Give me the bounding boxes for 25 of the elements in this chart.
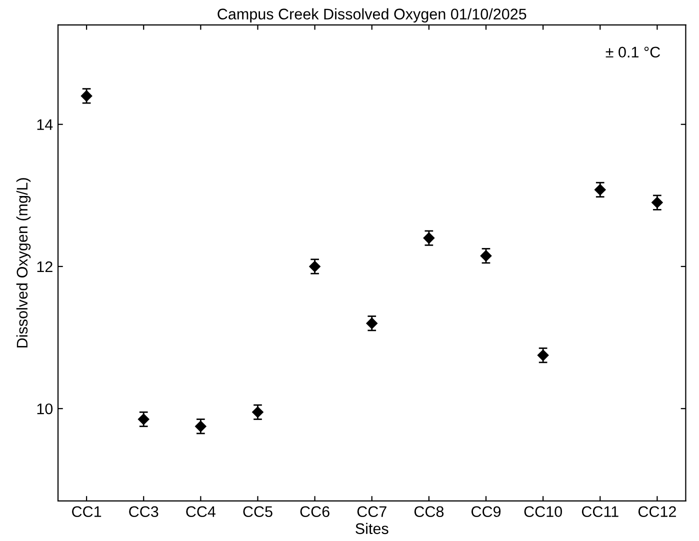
x-tick-label: CC6 [300, 506, 330, 518]
x-tick-label: CC1 [72, 506, 102, 518]
y-tick-label: 10 [37, 403, 53, 414]
x-tick-label: CC8 [414, 506, 444, 518]
point [594, 184, 606, 196]
x-tick-label: CC9 [471, 506, 501, 518]
x-tick-label: CC5 [243, 506, 272, 518]
x-tick-label: CC10 [524, 506, 562, 518]
point [366, 318, 378, 329]
y-axis-title: Dissolved Oxygen (mg/L) [16, 178, 31, 348]
y-tick-label: 14 [37, 119, 53, 130]
point [195, 420, 206, 432]
x-tick-label: CC3 [129, 506, 158, 518]
point [252, 406, 264, 418]
y-tick-label: 12 [37, 261, 52, 272]
point [537, 350, 549, 361]
x-tick-label: CC7 [357, 506, 386, 518]
chart-title: Campus Creek Dissolved Oxygen 01/10/2025 [218, 8, 526, 22]
annotation: ± 0.1 °C [606, 46, 660, 58]
point [138, 414, 150, 425]
x-axis-title: Sites [356, 522, 388, 534]
x-tick-label: CC4 [186, 506, 216, 518]
x-tick-label: CC11 [582, 506, 618, 518]
point [480, 250, 492, 262]
x-tick-label: CC12 [638, 506, 676, 518]
